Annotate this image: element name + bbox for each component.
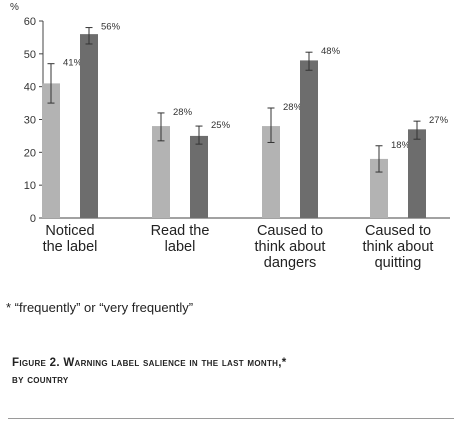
bar — [262, 126, 280, 218]
category-label: quitting — [375, 255, 422, 271]
category-label: Caused to — [257, 223, 323, 239]
y-tick-label: 20 — [24, 147, 36, 159]
category-label: Noticed — [45, 223, 94, 239]
category-label: Read the — [151, 223, 210, 239]
data-label: 56% — [101, 22, 121, 33]
category-label: dangers — [264, 255, 316, 271]
bar — [42, 83, 60, 218]
data-label: 18% — [391, 140, 411, 151]
figure-caption: Figure 2. Warning label salience in the … — [12, 355, 442, 389]
category-label: think about — [255, 239, 326, 255]
data-label: 48% — [321, 46, 341, 57]
category-label: the label — [43, 239, 98, 255]
y-tick-label: 30 — [24, 115, 36, 127]
y-unit-label: % — [10, 2, 19, 13]
y-tick-label: 10 — [24, 180, 36, 192]
bar — [152, 126, 170, 218]
bar-chart: % 0 10 20 30 40 50 60 41% 28% 28% 18% 56% 25% 48% 27%… — [10, 2, 450, 271]
category-label: think about — [363, 239, 434, 255]
bar — [190, 135, 208, 218]
bottom-rule — [8, 418, 454, 419]
caption-line-2: by country — [12, 374, 69, 386]
bar — [370, 158, 388, 218]
category-label: Caused to — [365, 223, 431, 239]
data-label: 41% — [63, 58, 83, 69]
y-tick-label: 40 — [24, 82, 36, 94]
y-tick-label: 60 — [24, 16, 36, 28]
data-label: 27% — [429, 115, 449, 126]
data-label: 28% — [173, 107, 193, 118]
category-label: label — [165, 239, 196, 255]
bar — [300, 60, 318, 219]
bar — [80, 34, 98, 219]
bars: 41% 28% 28% 18% 56% 25% 48% 27% — [42, 22, 449, 219]
bar — [408, 129, 426, 218]
y-tick-label: 0 — [30, 213, 36, 225]
caption-line-1: Figure 2. Warning label salience in the … — [12, 357, 287, 369]
footnote: * “frequently” or “very frequently” — [6, 300, 194, 315]
y-tick-label: 50 — [24, 49, 36, 61]
data-label: 25% — [211, 120, 231, 131]
y-axis: 0 10 20 30 40 50 60 — [24, 16, 450, 225]
data-label: 28% — [283, 102, 303, 113]
